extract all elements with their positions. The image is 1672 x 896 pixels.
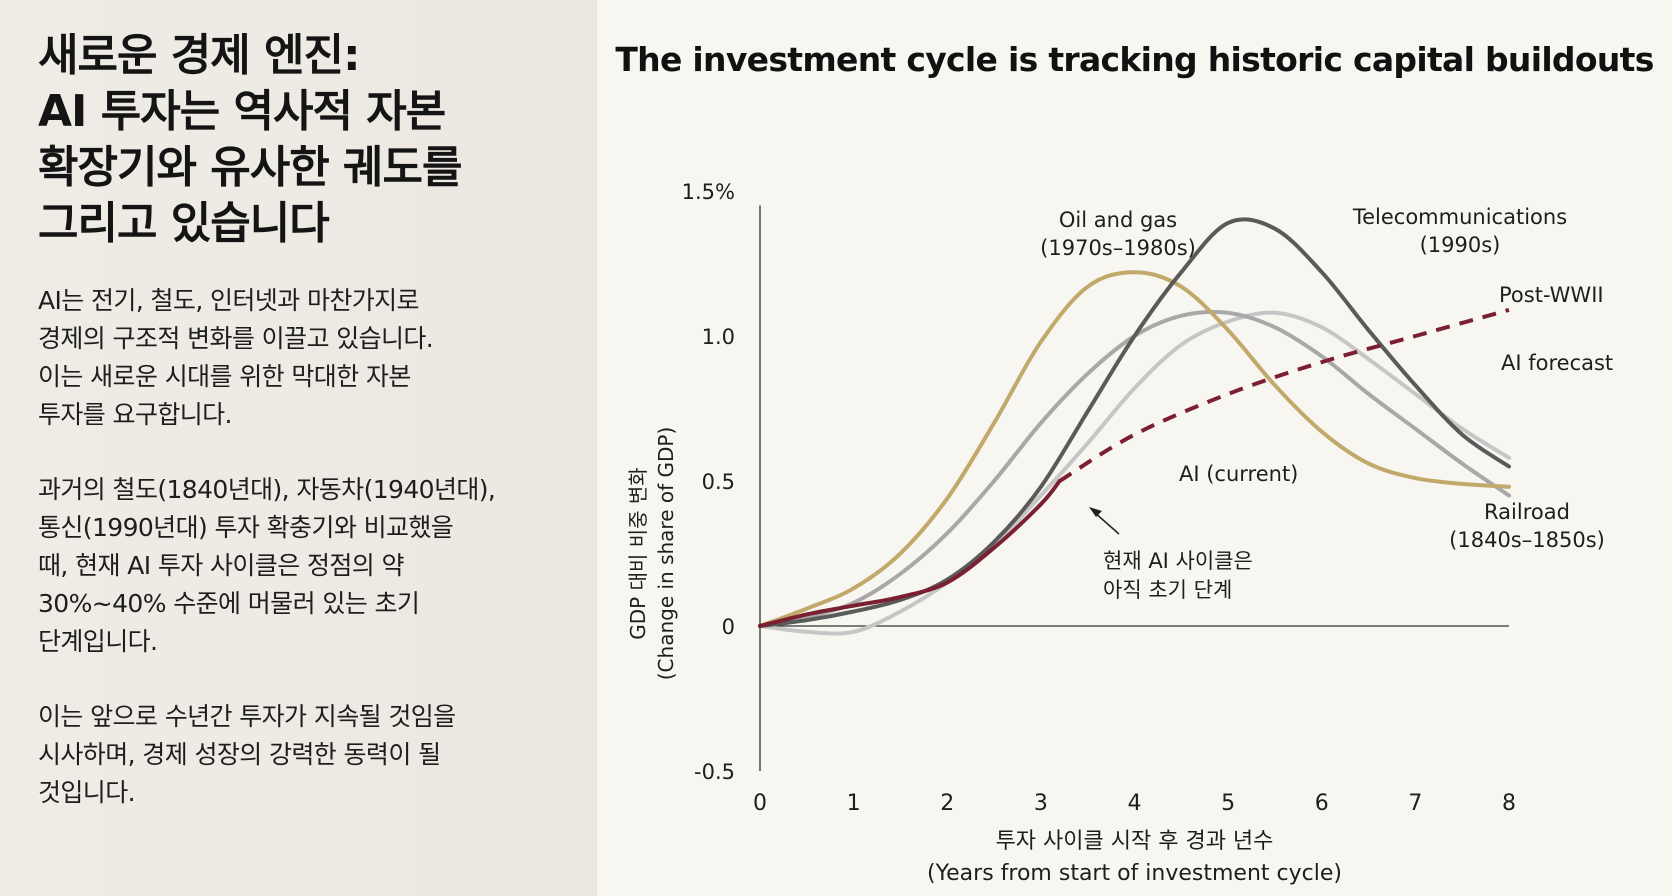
x-tick-label: 6 xyxy=(1315,791,1329,816)
callout-text: 아직 초기 단계 xyxy=(1103,578,1232,602)
y-axis-title: GDP 대비 비중 변화 xyxy=(626,467,650,639)
paragraph-line: 단계입니다. xyxy=(38,627,158,656)
headline-line: 확장기와 유사한 궤도를 xyxy=(38,142,462,193)
series-line-post-wwii xyxy=(758,310,1511,636)
series-line-ai-forecast xyxy=(1058,307,1510,483)
y-tick-label: 0.5 xyxy=(702,470,735,494)
paragraph-comparison: 과거의 철도(1840년대), 자동차(1940년대), 통신(1990년대) … xyxy=(38,471,578,661)
paragraph-line: 때, 현재 AI 투자 사이클은 정점의 약 xyxy=(38,551,405,580)
series-label: (1840s–1850s) xyxy=(1449,528,1605,552)
headline-line: 그리고 있습니다 xyxy=(38,198,330,249)
x-tick-label: 2 xyxy=(940,791,954,816)
series-label: (1970s–1980s) xyxy=(1040,236,1196,260)
series-label: Railroad xyxy=(1484,500,1570,524)
series-line-ai-current xyxy=(758,479,1062,628)
series-label: Telecommunications xyxy=(1352,205,1567,229)
series-line-oil-and-gas-1970s-1980s xyxy=(758,270,1511,628)
y-axis-subtitle: (Change in share of GDP) xyxy=(654,427,678,681)
x-axis-title: 투자 사이클 시작 후 경과 년수 xyxy=(996,829,1274,854)
x-tick-label: 4 xyxy=(1128,791,1142,816)
callout-arrow-line xyxy=(1093,511,1120,535)
headline: 새로운 경제 엔진: AI 투자는 역사적 자본 확장기와 유사한 궤도를 그리… xyxy=(38,28,578,252)
x-tick-label: 7 xyxy=(1408,791,1422,816)
paragraph-line: 경제의 구조적 변화를 이끌고 있습니다. xyxy=(38,324,434,353)
paragraph-line: 것입니다. xyxy=(38,778,136,807)
line-chart: -0.5 0 0.5 1.0 1.5% 0 1 2 3 4 5 6 7 8 투자 사이클 시작 후 경과 년… xyxy=(626,180,1613,886)
x-axis-subtitle: (Years from start of investment cycle) xyxy=(927,861,1342,886)
x-tick-label: 1 xyxy=(847,791,861,816)
y-tick-label: -0.5 xyxy=(694,760,735,784)
paragraph-line: 과거의 철도(1840년대), 자동차(1940년대), xyxy=(38,475,496,504)
x-tick-label: 0 xyxy=(753,791,767,816)
headline-line: AI 투자는 역사적 자본 xyxy=(38,86,446,137)
series-line-telecommunications-1990s xyxy=(758,217,1511,628)
paragraph-intro: AI는 전기, 철도, 인터넷과 마찬가지로 경제의 구조적 변화를 이끌고 있… xyxy=(38,282,578,434)
left-text-panel: 새로운 경제 엔진: AI 투자는 역사적 자본 확장기와 유사한 궤도를 그리… xyxy=(0,0,597,896)
paragraph-line: 투자를 요구합니다. xyxy=(38,400,233,429)
chart-panel: The investment cycle is tracking histori… xyxy=(597,0,1672,896)
series-label: Oil and gas xyxy=(1059,208,1177,232)
x-tick-label: 8 xyxy=(1502,791,1516,816)
y-axis-title-group: GDP 대비 비중 변화 (Change in share of GDP) xyxy=(626,427,678,681)
series-label: (1990s) xyxy=(1420,233,1501,257)
y-tick-label: 1.0 xyxy=(702,325,735,349)
chart-title: The investment cycle is tracking histori… xyxy=(615,40,1654,79)
y-tick-label: 0 xyxy=(722,615,735,639)
paragraph-line: 통신(1990년대) 투자 확충기와 비교했을 xyxy=(38,513,454,542)
paragraph-conclusion: 이는 앞으로 수년간 투자가 지속될 것임을 시사하며, 경제 성장의 강력한 … xyxy=(38,698,578,812)
paragraph-line: 시사하며, 경제 성장의 강력한 동력이 될 xyxy=(38,740,441,769)
paragraph-line: 이는 새로운 시대를 위한 막대한 자본 xyxy=(38,362,411,391)
series-label: AI (current) xyxy=(1179,462,1298,486)
series-label: AI forecast xyxy=(1501,351,1613,375)
paragraph-line: 이는 앞으로 수년간 투자가 지속될 것임을 xyxy=(38,702,456,731)
callout-text: 현재 AI 사이클은 xyxy=(1103,549,1253,573)
x-tick-label: 3 xyxy=(1034,791,1048,816)
headline-line: 새로운 경제 엔진: xyxy=(38,30,361,81)
series-label: Post-WWII xyxy=(1499,283,1604,307)
paragraph-line: 30%~40% 수준에 머물러 있는 초기 xyxy=(38,589,420,618)
callout-arrowhead xyxy=(1089,507,1102,517)
y-tick-label: 1.5% xyxy=(682,180,735,204)
paragraph-line: AI는 전기, 철도, 인터넷과 마찬가지로 xyxy=(38,286,420,315)
x-tick-label: 5 xyxy=(1221,791,1235,816)
